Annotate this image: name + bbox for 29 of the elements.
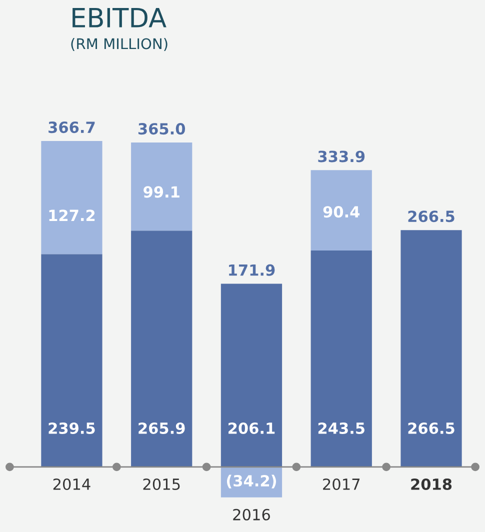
total-label: 333.9 xyxy=(318,150,365,162)
chart-title: EBITDA xyxy=(72,8,166,28)
total-label: 366.7 xyxy=(48,122,95,134)
data-label: 265.9 xyxy=(138,422,185,434)
total-label: 171.9 xyxy=(229,264,275,276)
bar xyxy=(41,141,102,254)
x-tick-label: 2015 xyxy=(143,478,180,490)
x-tick-label: 2014 xyxy=(53,478,90,490)
data-label: (34.2) xyxy=(226,474,276,488)
data-label: 90.4 xyxy=(323,206,360,218)
data-label: 206.1 xyxy=(228,422,275,434)
bar xyxy=(310,170,372,251)
x-tick-label: 2017 xyxy=(323,478,360,490)
bar xyxy=(400,230,462,467)
data-label: 266.5 xyxy=(408,422,454,434)
bar xyxy=(310,250,372,467)
bar xyxy=(131,230,192,467)
chart-subtitle: (RM MILLION) xyxy=(71,38,168,51)
data-label: 99.1 xyxy=(144,186,180,198)
bar xyxy=(220,284,282,467)
data-label: 243.5 xyxy=(318,422,364,434)
x-tick-label: 2018 xyxy=(411,478,452,490)
x-tick-label: 2016 xyxy=(233,508,270,520)
bar xyxy=(131,142,192,231)
data-label: 239.5 xyxy=(48,422,95,434)
total-label: 266.5 xyxy=(408,210,454,222)
total-label: 365.0 xyxy=(138,123,186,135)
data-label: 127.2 xyxy=(49,210,95,221)
bar xyxy=(41,254,102,467)
